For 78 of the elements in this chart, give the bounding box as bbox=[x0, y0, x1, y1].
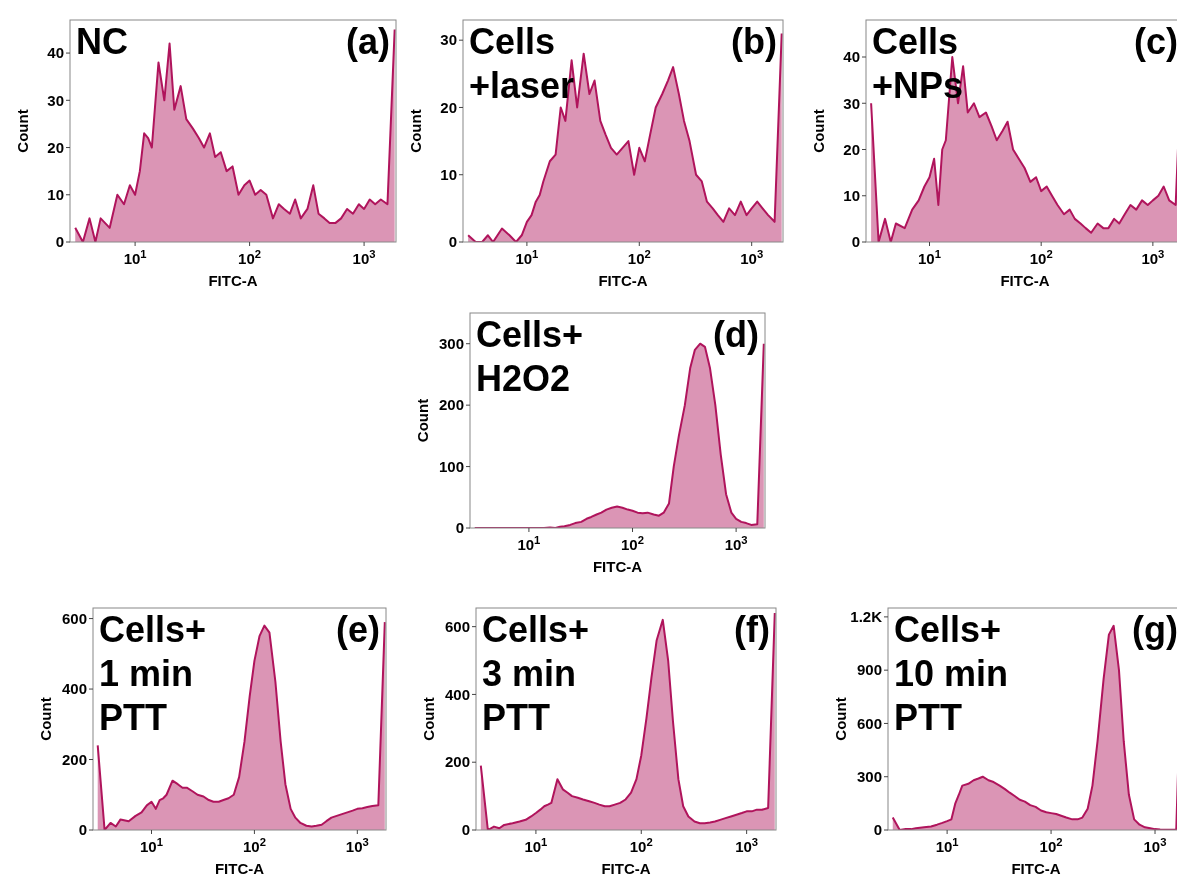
x-tick-label: 10$^{3}$ bbox=[345, 836, 369, 855]
y-tick-label: 200 bbox=[61, 750, 87, 768]
text: Cells+ H2O2 bbox=[476, 314, 584, 399]
y-tick-label: 30 bbox=[440, 31, 457, 49]
y-tick-label: 100 bbox=[438, 457, 464, 475]
x-tick-label: 10$^{2}$ bbox=[242, 836, 266, 855]
y-tick-label: 600 bbox=[61, 609, 87, 627]
y-tick-label: 0 bbox=[873, 821, 882, 839]
x-tick-label: 10$^{2}$ bbox=[1029, 248, 1053, 267]
y-axis-title: Count bbox=[37, 697, 54, 741]
y-tick-label: 20 bbox=[440, 98, 457, 116]
annotation: (d) bbox=[713, 314, 759, 355]
y-axis-title: Count bbox=[14, 109, 31, 153]
y-tick-label: 0 bbox=[851, 233, 860, 251]
x-axis-title: FITC-A bbox=[1011, 860, 1061, 877]
y-tick-label: 0 bbox=[461, 821, 470, 839]
y-tick-label: 0 bbox=[455, 519, 464, 537]
y-tick-label: 400 bbox=[61, 680, 87, 698]
annotation: (a) bbox=[346, 21, 390, 62]
y-tick-label: 20 bbox=[47, 138, 64, 156]
x-axis-title: FITC-A bbox=[592, 558, 643, 575]
x-tick-label: 10$^{3}$ bbox=[352, 248, 376, 267]
x-tick-label: 10$^{2}$ bbox=[627, 248, 651, 267]
x-tick-label: 10$^{3}$ bbox=[1141, 248, 1165, 267]
x-tick-label: 10$^{2}$ bbox=[621, 534, 644, 553]
y-tick-label: 200 bbox=[444, 753, 470, 771]
y-tick-label: 1.2K bbox=[850, 608, 883, 626]
y-axis-title: Count bbox=[832, 697, 849, 741]
annotation: (c) bbox=[1134, 21, 1178, 62]
x-tick-label: 10$^{1}$ bbox=[123, 248, 147, 267]
y-tick-label: 300 bbox=[438, 334, 464, 352]
y-tick-label: 300 bbox=[856, 767, 882, 785]
y-tick-label: 200 bbox=[438, 396, 464, 414]
y-tick-label: 0 bbox=[78, 821, 87, 839]
y-tick-label: 600 bbox=[856, 714, 882, 732]
y-tick-label: 30 bbox=[47, 91, 64, 109]
x-tick-label: 10$^{1}$ bbox=[140, 836, 163, 855]
y-tick-label: 40 bbox=[843, 48, 860, 66]
x-axis-title: FITC-A bbox=[598, 272, 648, 289]
y-tick-label: 0 bbox=[55, 233, 64, 251]
y-axis-title: Count bbox=[810, 109, 827, 153]
y-axis-title: Count bbox=[407, 109, 424, 153]
text: Cells+ 3 min PTT bbox=[482, 609, 590, 738]
x-tick-label: 10$^{1}$ bbox=[524, 836, 548, 855]
x-tick-label: 10$^{3}$ bbox=[1143, 836, 1167, 855]
x-tick-label: 10$^{1}$ bbox=[517, 534, 541, 553]
x-tick-label: 10$^{3}$ bbox=[735, 836, 759, 855]
y-tick-label: 10 bbox=[47, 186, 64, 204]
x-axis-title: FITC-A bbox=[601, 860, 651, 877]
chart-title: NC bbox=[76, 21, 128, 62]
x-tick-label: 10$^{1}$ bbox=[918, 248, 941, 267]
x-tick-label: 10$^{3}$ bbox=[724, 534, 748, 553]
y-tick-label: 600 bbox=[444, 617, 470, 635]
y-tick-label: 20 bbox=[843, 140, 860, 158]
x-tick-label: 10$^{2}$ bbox=[238, 248, 262, 267]
y-tick-label: 900 bbox=[856, 661, 882, 679]
y-tick-label: 30 bbox=[843, 94, 860, 112]
y-tick-label: 0 bbox=[448, 233, 457, 251]
y-tick-label: 40 bbox=[47, 44, 64, 62]
x-tick-label: 10$^{2}$ bbox=[1039, 836, 1063, 855]
annotation: (b) bbox=[731, 21, 777, 62]
y-tick-label: 400 bbox=[444, 685, 470, 703]
y-axis-title: Count bbox=[420, 697, 437, 741]
x-axis-title: FITC-A bbox=[1000, 272, 1050, 289]
annotation: (e) bbox=[336, 609, 380, 650]
x-tick-label: 10$^{2}$ bbox=[629, 836, 653, 855]
text: Cells+ 10 min PTT bbox=[894, 609, 1009, 738]
y-tick-label: 10 bbox=[440, 165, 457, 183]
x-tick-label: 10$^{3}$ bbox=[740, 248, 764, 267]
text: Cells+ 1 min PTT bbox=[99, 609, 207, 738]
y-axis-title: Count bbox=[414, 398, 431, 443]
y-tick-label: 10 bbox=[843, 187, 860, 204]
x-tick-label: 10$^{1}$ bbox=[935, 836, 959, 855]
annotation: (g) bbox=[1132, 609, 1178, 650]
x-tick-label: 10$^{1}$ bbox=[515, 248, 539, 267]
x-axis-title: FITC-A bbox=[208, 272, 258, 289]
annotation: (f) bbox=[734, 609, 770, 650]
x-axis-title: FITC-A bbox=[214, 860, 265, 877]
